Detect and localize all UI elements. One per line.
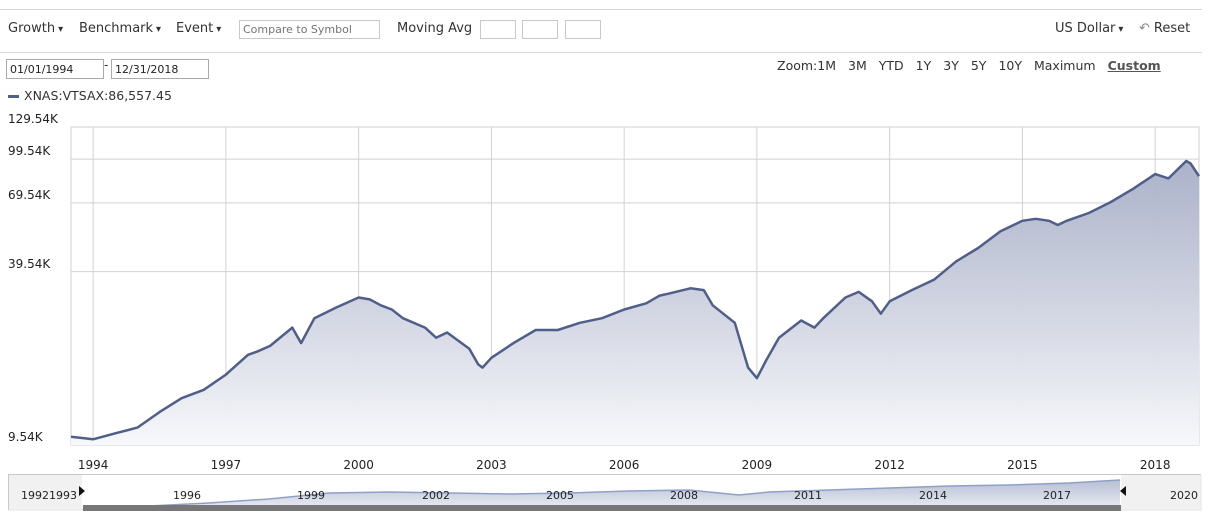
y-tick-label: 69.54K [8, 187, 51, 202]
navigator-plot [9, 475, 1202, 511]
zoom-1y[interactable]: 1Y [915, 58, 932, 73]
y-tick-label: 39.54K [8, 256, 51, 271]
series-area [71, 161, 1199, 445]
chevron-down-icon: ▾ [156, 24, 162, 35]
navigator-year-label: 2008 [670, 489, 698, 502]
moving-avg-input-2[interactable] [522, 20, 558, 39]
start-date-field[interactable] [6, 59, 104, 79]
compare-symbol-input[interactable] [239, 20, 380, 39]
y-tick-label: 9.54K [8, 430, 43, 444]
moving-avg-input-3[interactable] [565, 20, 601, 39]
area-layer [70, 159, 1201, 445]
zoom-5y[interactable]: 5Y [970, 58, 987, 73]
zoom-bar: Zoom:1M 3M YTD 1Y 3Y 5Y 10Y Maximum Custom [777, 58, 1161, 73]
zoom-label: Zoom: [777, 58, 818, 73]
event-label: Event [176, 21, 214, 36]
navigator-scrollbar[interactable] [83, 505, 1121, 511]
navigator-start-label: 19921993 [21, 489, 77, 502]
benchmark-label: Benchmark [79, 21, 154, 36]
end-date-field[interactable] [111, 59, 209, 79]
chevron-down-icon: ▾ [1118, 24, 1124, 35]
moving-avg-label: Moving Avg [397, 21, 473, 36]
zoom-1m[interactable]: 1M [817, 58, 836, 73]
x-tick-label: 1997 [210, 458, 242, 472]
event-dropdown[interactable]: Event ▾ [176, 21, 221, 36]
x-tick-label: 2003 [476, 458, 507, 472]
navigator-year-label: 2014 [919, 489, 947, 502]
moving-avg-input-1[interactable] [480, 20, 516, 39]
x-tick-label: 1994 [77, 458, 109, 472]
zoom-custom[interactable]: Custom [1107, 58, 1161, 73]
range-navigator[interactable]: 19921993 2020 1996 1999 2002 2005 2008 2011 20… [8, 474, 1202, 511]
navigator-right-mask [1121, 475, 1202, 511]
x-tick-label: 2012 [874, 458, 905, 472]
series-line [70, 159, 1201, 441]
navigator-year-label: 2011 [794, 489, 822, 502]
zoom-3m[interactable]: 3M [848, 58, 867, 73]
navigator-area [83, 480, 1120, 511]
toolbar: Growth▾ Benchmark▾ Event▾ Moving Avg US … [0, 9, 1202, 53]
y-tick-label: 99.54K [8, 144, 51, 159]
legend: XNAS:VTSAX:86,557.45 [8, 88, 172, 103]
x-tick-label: 2009 [741, 458, 773, 472]
navigator-left-mask [9, 475, 82, 511]
legend-series-label: XNAS:VTSAX:86,557.45 [24, 88, 172, 103]
legend-swatch [8, 95, 19, 98]
chevron-down-icon: ▾ [58, 24, 64, 35]
y-tick-label: 129.54K [8, 112, 58, 126]
x-tick-label: 2015 [1007, 458, 1038, 472]
zoom-maximum[interactable]: Maximum [1033, 58, 1096, 73]
zoom-10y[interactable]: 10Y [998, 58, 1022, 73]
date-separator: - [104, 58, 109, 72]
currency-dropdown[interactable]: US Dollar ▾ [1055, 21, 1123, 36]
reset-label: Reset [1153, 21, 1191, 36]
zoom-ytd[interactable]: YTD [878, 58, 904, 73]
left-handle-icon[interactable] [79, 486, 85, 496]
x-tick-label: 2006 [608, 458, 640, 472]
navigator-end-label: 2020 [1170, 489, 1198, 502]
x-tick-label: 2018 [1139, 458, 1171, 472]
right-handle-icon[interactable] [1120, 486, 1126, 496]
navigator-year-label: 2005 [546, 489, 574, 502]
navigator-year-label: 1996 [173, 489, 201, 502]
navigator-year-label: 2002 [422, 489, 450, 502]
zoom-3y[interactable]: 3Y [943, 58, 959, 73]
navigator-year-label: 1999 [297, 489, 325, 502]
reset-icon: ↶ [1139, 21, 1150, 36]
chevron-down-icon: ▾ [216, 24, 222, 35]
x-tick-label: 2000 [343, 458, 374, 472]
reset-button[interactable]: ↶ Reset [1139, 21, 1190, 36]
navigator-year-label: 2017 [1043, 489, 1071, 502]
currency-label: US Dollar [1055, 21, 1116, 36]
growth-dropdown[interactable]: Growth ▾ [8, 21, 63, 36]
navigator-line [82, 479, 1121, 509]
benchmark-dropdown[interactable]: Benchmark ▾ [79, 21, 161, 36]
growth-label: Growth [8, 21, 56, 36]
